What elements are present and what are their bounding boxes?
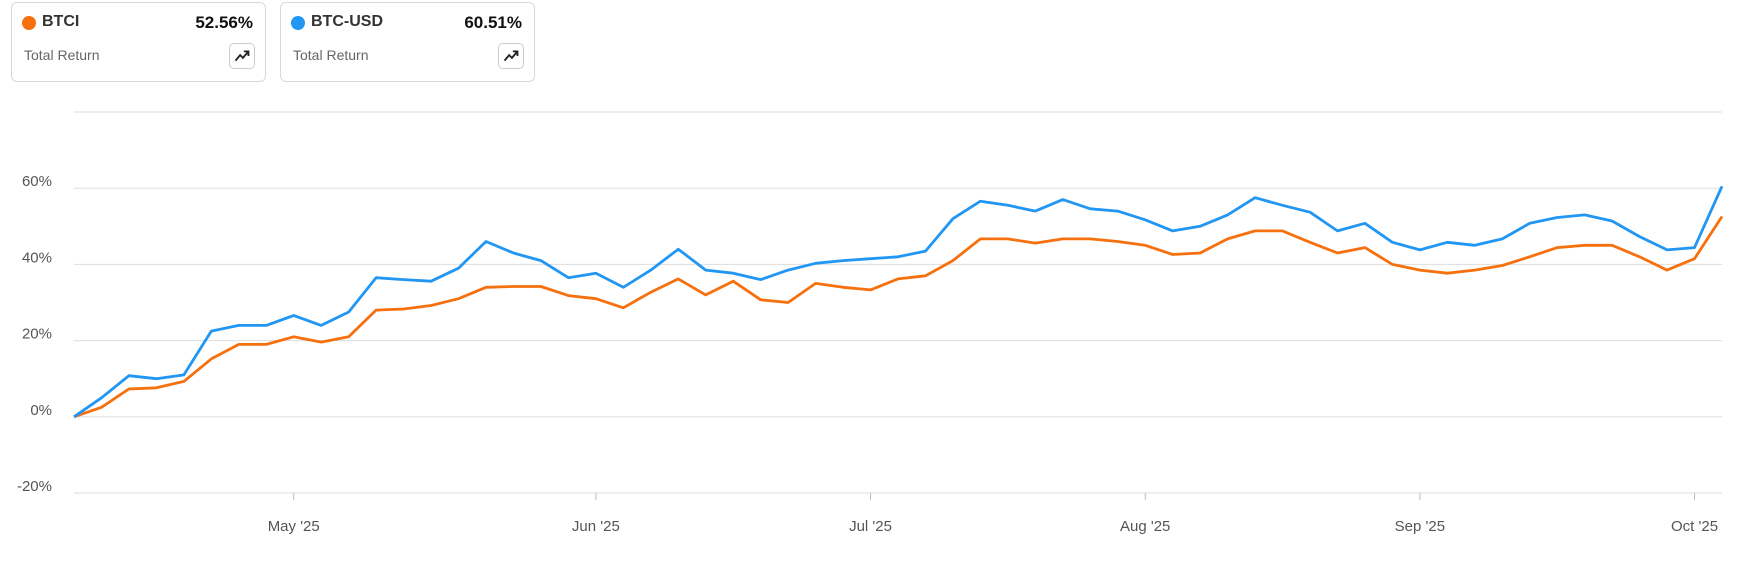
x-tick-label: Aug '25	[1120, 518, 1170, 535]
x-tick-label: Jun '25	[572, 518, 620, 535]
legend-name: BTC-USD	[311, 13, 383, 30]
y-tick-label: 40%	[22, 249, 52, 266]
chart-button[interactable]	[498, 43, 524, 69]
legend-dot	[291, 16, 305, 30]
legend-dot	[22, 16, 36, 30]
legend-name: BTCI	[42, 13, 80, 30]
y-tick-label: -20%	[17, 478, 52, 495]
total-return-value: 52.56%	[195, 13, 253, 32]
y-tick-label: 0%	[30, 402, 52, 419]
chart-button[interactable]	[229, 43, 255, 69]
y-tick-label: 60%	[22, 173, 52, 190]
legend-card: BTCI 52.56% Total Return	[11, 2, 266, 82]
metric-label: Total Return	[24, 47, 100, 63]
x-tick-label: Oct '25	[1671, 518, 1718, 535]
x-tick-label: Sep '25	[1395, 518, 1445, 535]
x-tick-label: Jul '25	[849, 518, 892, 535]
legend-card: BTC-USD 60.51% Total Return	[280, 2, 535, 82]
series-line	[73, 185, 1724, 418]
series-line	[73, 215, 1724, 419]
metric-label: Total Return	[293, 47, 369, 63]
total-return-value: 60.51%	[464, 13, 522, 32]
y-tick-label: 20%	[22, 326, 52, 343]
x-tick-label: May '25	[268, 518, 320, 535]
